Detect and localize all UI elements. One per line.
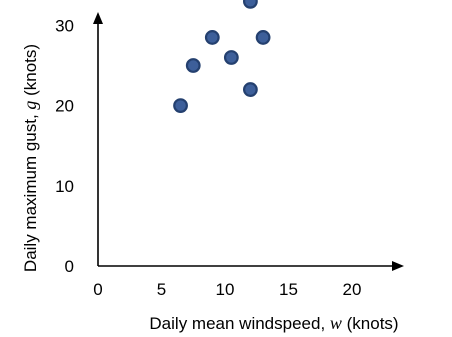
y-axis-title: Daily maximum gust, g (knots) [20,44,40,272]
x-tick-label: 5 [157,280,166,299]
x-tick-label: 20 [343,280,362,299]
data-points [173,0,271,113]
y-tick-label: 30 [55,16,74,35]
y-axis-variable: g [20,101,40,110]
x-tick-label: 15 [279,280,298,299]
y-axis-title-suffix: (knots) [21,44,40,101]
data-point [223,50,239,65]
x-axis-arrowhead [392,261,404,271]
x-tick-label: 10 [216,280,235,299]
x-axis-variable: w [330,313,342,333]
y-tick-label: 10 [55,177,74,196]
data-point [255,30,271,45]
x-tick-label: 0 [93,280,102,299]
axes [93,12,404,271]
data-point [173,98,188,113]
y-tick-label: 0 [65,257,74,276]
data-point [185,58,201,73]
data-point [243,0,258,9]
y-tick-labels: 01020304050 [55,16,74,276]
y-tick-label: 20 [55,97,74,116]
x-tick-labels: 0 5 10 15 20 [93,280,361,299]
y-axis-arrowhead [93,12,103,24]
x-axis-title-suffix: (knots) [342,314,399,333]
x-axis-title: Daily mean windspeed, w (knots) [149,313,398,333]
data-point [204,30,220,45]
y-axis-title-prefix: Daily maximum gust, [21,110,40,272]
x-axis-title-prefix: Daily mean windspeed, [149,314,329,333]
data-point [242,82,258,97]
